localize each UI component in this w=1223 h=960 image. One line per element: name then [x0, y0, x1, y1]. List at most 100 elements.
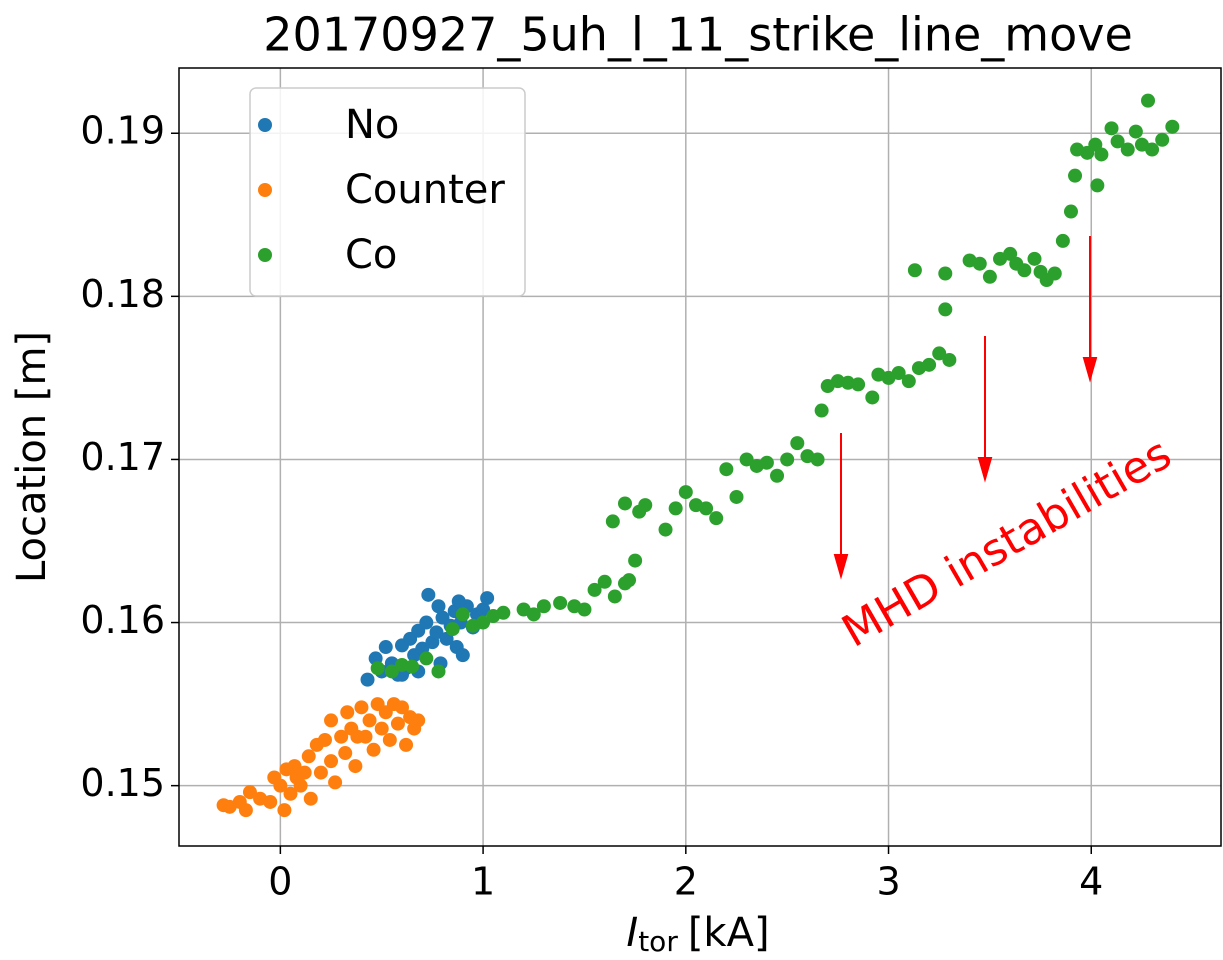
point — [938, 266, 953, 281]
point — [455, 607, 470, 622]
x-tick-label: 2 — [674, 860, 698, 904]
point — [982, 269, 997, 284]
point — [480, 591, 495, 606]
point — [577, 602, 592, 617]
plot-frame — [178, 67, 1222, 847]
point — [699, 501, 714, 516]
point — [431, 599, 446, 614]
point — [303, 791, 318, 806]
point — [709, 511, 724, 526]
x-tick-label: 4 — [1079, 860, 1103, 904]
point — [942, 352, 957, 367]
point — [476, 602, 491, 617]
chart-title: 20170927_5uh_l_11_strike_line_move — [263, 8, 1133, 62]
point — [451, 594, 466, 609]
point — [1068, 168, 1083, 183]
point — [324, 713, 339, 728]
point — [938, 302, 953, 317]
point — [348, 759, 363, 774]
x-label-symbol: I — [626, 910, 638, 956]
point — [340, 705, 355, 720]
legend-marker — [258, 118, 272, 132]
legend-label: Counter — [345, 167, 505, 213]
point — [370, 661, 385, 676]
point — [814, 403, 829, 418]
point — [922, 357, 937, 372]
legend-marker — [258, 248, 272, 262]
point — [972, 256, 987, 271]
point — [1027, 251, 1042, 266]
point — [553, 595, 568, 610]
point — [317, 732, 332, 747]
point — [739, 452, 754, 467]
point — [419, 615, 434, 630]
arrows — [833, 236, 1098, 580]
x-tick-label: 1 — [471, 860, 495, 904]
arrow-head — [1082, 357, 1098, 383]
point — [526, 607, 541, 622]
point — [617, 496, 632, 511]
point — [362, 713, 377, 728]
point — [597, 574, 612, 589]
point — [287, 759, 302, 774]
point — [1090, 178, 1105, 193]
point — [719, 462, 734, 477]
point — [1120, 142, 1135, 157]
point — [1104, 121, 1119, 136]
point — [907, 263, 922, 278]
point — [411, 713, 426, 728]
x-axis-label: Itor [kA] — [626, 910, 769, 958]
legend-label: Co — [345, 232, 397, 278]
point — [759, 455, 774, 470]
point — [324, 754, 339, 769]
point — [1165, 119, 1180, 134]
point — [622, 573, 637, 588]
point — [605, 514, 620, 529]
point — [770, 468, 785, 483]
x-tick-label: 0 — [268, 860, 292, 904]
point — [658, 522, 673, 537]
point — [429, 625, 444, 640]
point — [1110, 134, 1125, 149]
legend-box — [249, 87, 526, 297]
point — [445, 622, 460, 637]
point — [1017, 263, 1032, 278]
point — [851, 377, 866, 392]
point — [289, 770, 304, 785]
point — [790, 436, 805, 451]
arrow-head — [833, 554, 849, 580]
point — [1155, 132, 1170, 147]
point — [399, 737, 414, 752]
point — [277, 803, 292, 818]
point — [1141, 93, 1156, 108]
x-label-subscript: tor — [638, 925, 678, 958]
point — [273, 778, 288, 793]
point — [496, 605, 511, 620]
point — [354, 700, 369, 715]
point — [334, 729, 349, 744]
point — [455, 648, 470, 663]
point — [382, 732, 397, 747]
point — [242, 785, 257, 800]
point — [865, 390, 880, 405]
point — [338, 746, 353, 761]
point — [891, 366, 906, 381]
point — [810, 452, 825, 467]
arrow-head — [977, 457, 993, 483]
point — [313, 765, 328, 780]
point — [328, 775, 343, 790]
legend-marker — [258, 183, 272, 197]
y-tick-label: 0.16 — [80, 598, 165, 642]
point — [1145, 142, 1160, 157]
point — [536, 599, 551, 614]
point — [1063, 204, 1078, 219]
point — [587, 582, 602, 597]
point — [729, 489, 744, 504]
point — [283, 786, 298, 801]
y-tick-label: 0.19 — [80, 109, 165, 153]
point — [419, 651, 434, 666]
point — [638, 498, 653, 513]
point — [421, 587, 436, 602]
point — [378, 640, 393, 655]
